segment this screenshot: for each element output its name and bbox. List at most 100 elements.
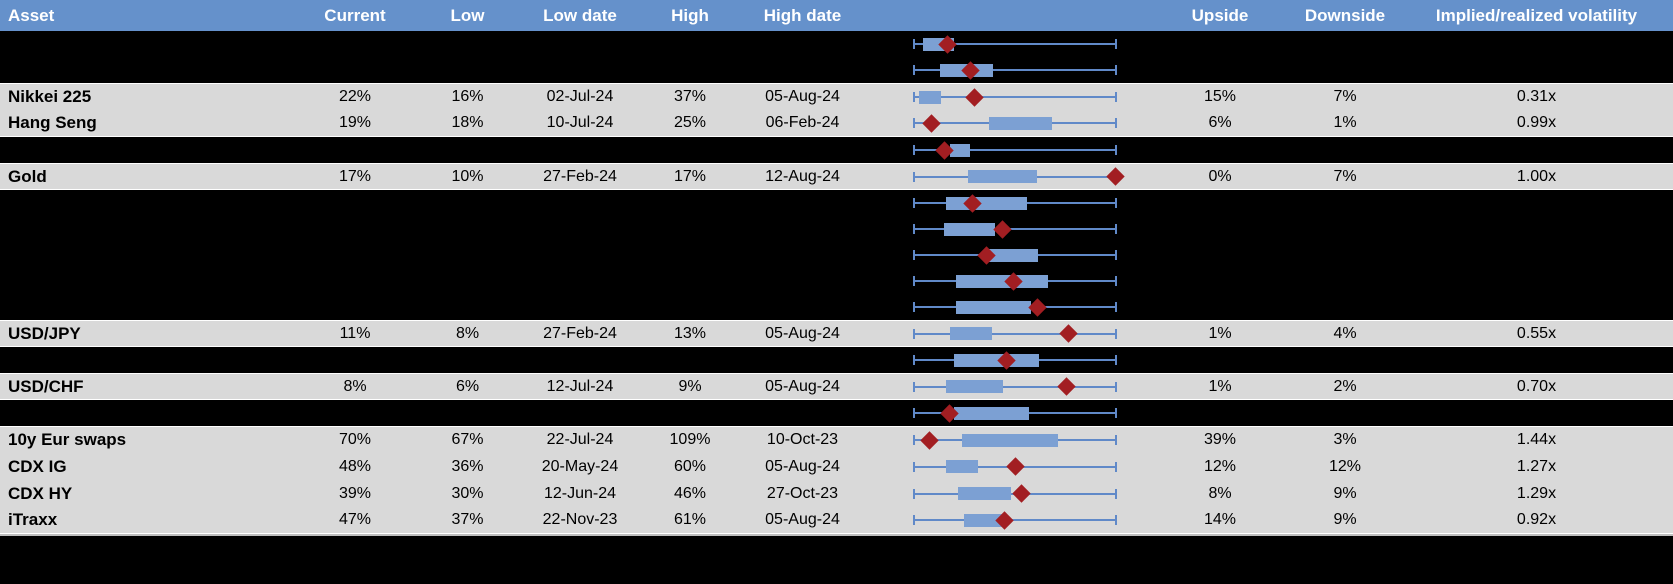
- asset-label: [0, 31, 300, 57]
- current-value: [300, 31, 410, 57]
- table-row: [0, 31, 1673, 57]
- range-plot-cell: [860, 31, 1150, 57]
- current-value: [300, 190, 410, 216]
- low-date-value: 02-Jul-24: [546, 88, 614, 105]
- implied-realized-value: 1.27x: [1516, 457, 1557, 475]
- whisker-right-tick: [1115, 435, 1117, 445]
- implied-realized-value: [1400, 347, 1673, 373]
- upside-value: [1150, 400, 1290, 426]
- low-date-value: [525, 216, 635, 242]
- box-whisker-plot: [913, 268, 1117, 294]
- range-plot-cell: [860, 242, 1150, 268]
- table-row: [0, 57, 1673, 83]
- whisker-left-tick: [913, 461, 915, 472]
- table-row: Gold 17% 10% 27-Feb-24 17% 12-Aug-24 0% …: [0, 163, 1673, 190]
- whisker-left-tick: [913, 381, 915, 392]
- low-value: 16%: [451, 88, 484, 105]
- footer-blank-area: [0, 536, 1673, 584]
- downside-value: [1290, 190, 1400, 216]
- asset-label: USD/CHF: [8, 376, 84, 396]
- implied-realized-value: [1400, 57, 1673, 83]
- low-date-value: 27-Feb-24: [543, 324, 617, 342]
- current-value: [300, 268, 410, 294]
- downside-value: [1290, 216, 1400, 242]
- upside-value: 6%: [1208, 114, 1232, 131]
- implied-realized-value: [1400, 137, 1673, 163]
- bottom-divider: [0, 534, 1673, 536]
- range-box: [953, 406, 1030, 420]
- table-row: 10y Eur swaps 70% 67% 22-Jul-24 109% 10-…: [0, 426, 1673, 453]
- upside-value: 15%: [1203, 88, 1237, 105]
- current-value: [300, 294, 410, 320]
- whisker-left-tick: [913, 328, 915, 339]
- range-box: [955, 300, 1032, 314]
- low-date-value: [525, 294, 635, 320]
- high-value: 61%: [673, 511, 707, 528]
- high-value: 37%: [673, 88, 707, 105]
- whisker-right-tick: [1115, 276, 1117, 286]
- current-value: 39%: [338, 484, 372, 502]
- whisker-left-tick: [913, 198, 915, 208]
- implied-realized-value: 0.92x: [1516, 511, 1557, 528]
- high-date-value: 12-Aug-24: [765, 167, 840, 185]
- whisker-left-tick: [913, 515, 915, 525]
- range-plot-cell: [860, 294, 1150, 320]
- low-value: [410, 137, 525, 163]
- range-box: [988, 248, 1038, 262]
- column-header-plot: [860, 0, 1150, 31]
- high-date-value: [745, 400, 860, 426]
- column-header-asset: Asset: [8, 5, 55, 25]
- whisker-right-tick: [1115, 198, 1117, 208]
- asset-label: Nikkei 225: [8, 87, 92, 106]
- whisker-left-tick: [913, 92, 915, 102]
- whisker-line: [914, 149, 1116, 151]
- table-row: [0, 268, 1673, 294]
- downside-value: [1290, 347, 1400, 373]
- downside-value: 2%: [1333, 377, 1357, 395]
- high-value: [635, 216, 745, 242]
- high-date-value: [745, 57, 860, 83]
- low-value: 36%: [451, 457, 484, 475]
- range-box: [945, 196, 1028, 210]
- low-value: 8%: [455, 324, 480, 342]
- high-date-value: [745, 242, 860, 268]
- implied-realized-value: [1400, 294, 1673, 320]
- range-box: [988, 116, 1052, 130]
- table-row: iTraxx 47% 37% 22-Nov-23 61% 05-Aug-24 1…: [0, 507, 1673, 534]
- box-whisker-plot: [913, 216, 1117, 242]
- implied-realized-value: [1400, 400, 1673, 426]
- downside-value: 12%: [1328, 457, 1362, 475]
- high-value: [635, 400, 745, 426]
- whisker-right-tick: [1115, 381, 1117, 392]
- implied-realized-value: [1400, 216, 1673, 242]
- range-box: [949, 327, 993, 340]
- table-row: Hang Seng 19% 18% 10-Jul-24 25% 06-Feb-2…: [0, 110, 1673, 137]
- asset-label: [0, 400, 300, 426]
- low-value: 18%: [451, 114, 484, 131]
- low-date-value: [525, 31, 635, 57]
- range-box: [962, 433, 1058, 447]
- upside-value: 14%: [1203, 511, 1237, 528]
- downside-value: [1290, 31, 1400, 57]
- box-whisker-plot: [913, 31, 1117, 57]
- range-box: [957, 487, 1011, 500]
- range-box: [953, 353, 1040, 367]
- high-value: 25%: [673, 114, 707, 131]
- low-value: [410, 347, 525, 373]
- low-value: 10%: [451, 167, 484, 185]
- low-date-value: [525, 242, 635, 268]
- table-row: Nikkei 225 22% 16% 02-Jul-24 37% 05-Aug-…: [0, 83, 1673, 110]
- column-header-low: Low: [450, 5, 485, 25]
- range-plot-cell: [860, 347, 1150, 373]
- current-value: [300, 347, 410, 373]
- high-date-value: [745, 347, 860, 373]
- asset-label: CDX HY: [8, 483, 73, 503]
- range-box: [949, 143, 971, 157]
- whisker-left-tick: [913, 435, 915, 445]
- downside-value: 3%: [1333, 431, 1357, 448]
- current-diamond-marker: [1005, 457, 1025, 476]
- high-value: 9%: [678, 377, 702, 395]
- box-whisker-plot: [913, 294, 1117, 320]
- current-diamond-marker: [1058, 324, 1078, 343]
